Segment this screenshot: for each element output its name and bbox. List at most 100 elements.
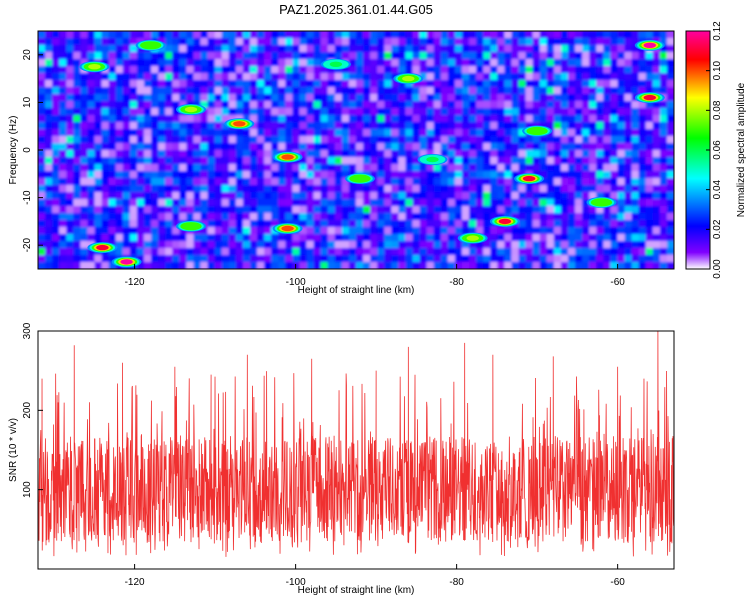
heatmap-cell [412, 171, 421, 179]
heatmap-cell [603, 227, 611, 235]
heatmap-cell [575, 73, 583, 81]
heatmap-cell [469, 206, 477, 214]
heatmap-cell [440, 206, 449, 214]
heatmap-cell [631, 255, 640, 263]
heatmap-cell [221, 178, 230, 186]
heatmap-cell [257, 171, 265, 179]
heatmap-cell [589, 87, 597, 95]
heatmap-cell [553, 171, 562, 179]
heatmap-cell [363, 199, 371, 207]
heatmap-cell [645, 171, 654, 179]
heatmap-cell [645, 73, 654, 81]
heatmap-cell [582, 241, 590, 249]
heatmap-cell [348, 255, 357, 263]
heatmap-cell [391, 220, 399, 228]
heatmap-cell [144, 234, 152, 242]
heatmap-cell [497, 101, 505, 109]
heatmap-cell [659, 87, 668, 95]
heatmap-cell [440, 73, 449, 81]
heatmap-cell [553, 115, 562, 123]
heatmap-cell [122, 136, 131, 144]
heatmap-cell [59, 52, 67, 60]
heatmap-cell [652, 73, 661, 81]
heatmap-cell [426, 129, 435, 137]
heatmap-cell [115, 185, 124, 193]
heatmap-cell [405, 136, 414, 144]
heatmap-cell [398, 52, 407, 60]
heatmap-cell [546, 199, 555, 207]
heatmap-cell [624, 101, 633, 109]
heatmap-cell [582, 234, 590, 242]
heatmap-cell [454, 164, 463, 172]
heatmap-cell [228, 52, 237, 60]
heatmap-cell [617, 241, 626, 249]
heatmap-cell [144, 227, 152, 235]
heatmap-cell [80, 227, 89, 235]
heatmap-cell [165, 171, 173, 179]
heatmap-cell [52, 150, 60, 158]
heatmap-cell [278, 45, 286, 53]
heatmap-cell [101, 101, 110, 109]
heatmap-cell [603, 136, 611, 144]
heatmap-cell [603, 150, 611, 158]
heatmap-cell [405, 101, 414, 109]
heatmap-cell [115, 192, 124, 200]
heatmap-cell [257, 31, 265, 39]
heatmap-cell [327, 150, 336, 158]
heatmap-cell [603, 73, 611, 81]
heatmap-cell [207, 227, 216, 235]
heatmap-cell [101, 199, 110, 207]
heatmap-cell [348, 192, 357, 200]
heatmap-cell [596, 73, 604, 81]
heatmap-cell [469, 143, 477, 151]
heatmap-cell [638, 150, 647, 158]
heatmap-cell [52, 38, 60, 46]
heatmap-cell [59, 227, 67, 235]
heatmap-cell [476, 185, 484, 193]
heatmap-cell [553, 45, 562, 53]
heatmap-cell [596, 129, 604, 137]
heatmap-cell [38, 157, 46, 165]
heatmap-cell [122, 234, 131, 242]
heatmap-cell [525, 108, 534, 116]
heatmap-cell [66, 122, 74, 130]
heatmap-cell [363, 115, 371, 123]
heatmap-cell [313, 136, 322, 144]
heatmap-cell [440, 31, 449, 39]
heatmap-cell [553, 241, 562, 249]
heatmap-cell [271, 220, 279, 228]
heatmap-cell [568, 101, 576, 109]
heatmap-cell [483, 192, 491, 200]
heatmap-cell [532, 227, 541, 235]
heatmap-cell [631, 157, 640, 165]
heatmap-cell [292, 262, 301, 269]
heatmap-cell [469, 94, 477, 102]
heatmap-cell [228, 178, 237, 186]
heatmap-cell [87, 87, 96, 95]
heatmap-cell [115, 80, 124, 88]
heatmap-cell [589, 31, 597, 39]
heatmap-cell [490, 66, 498, 74]
heatmap-cell [327, 80, 336, 88]
heatmap-cell [52, 52, 60, 60]
heatmap-cell [624, 115, 633, 123]
heatmap-cell [391, 38, 399, 46]
heatmap-cell [405, 241, 414, 249]
heatmap-cell [73, 143, 81, 151]
heatmap-cell [483, 213, 491, 221]
heatmap-cell [511, 164, 520, 172]
heatmap-cell [59, 108, 67, 116]
heatmap-cell [341, 66, 350, 74]
heatmap-cell [214, 192, 223, 200]
heatmap-cell [80, 220, 89, 228]
heatmap-cell [419, 73, 428, 81]
heatmap-cell [66, 157, 74, 165]
heatmap-cell [221, 52, 230, 60]
heatmap-cell [271, 73, 279, 81]
heatmap-cell [426, 52, 435, 60]
heatmap-cell [341, 206, 350, 214]
heatmap-cell [94, 108, 103, 116]
heatmap-cell [242, 192, 251, 200]
heatmap-cell [377, 73, 385, 81]
heatmap-cell [532, 45, 541, 53]
